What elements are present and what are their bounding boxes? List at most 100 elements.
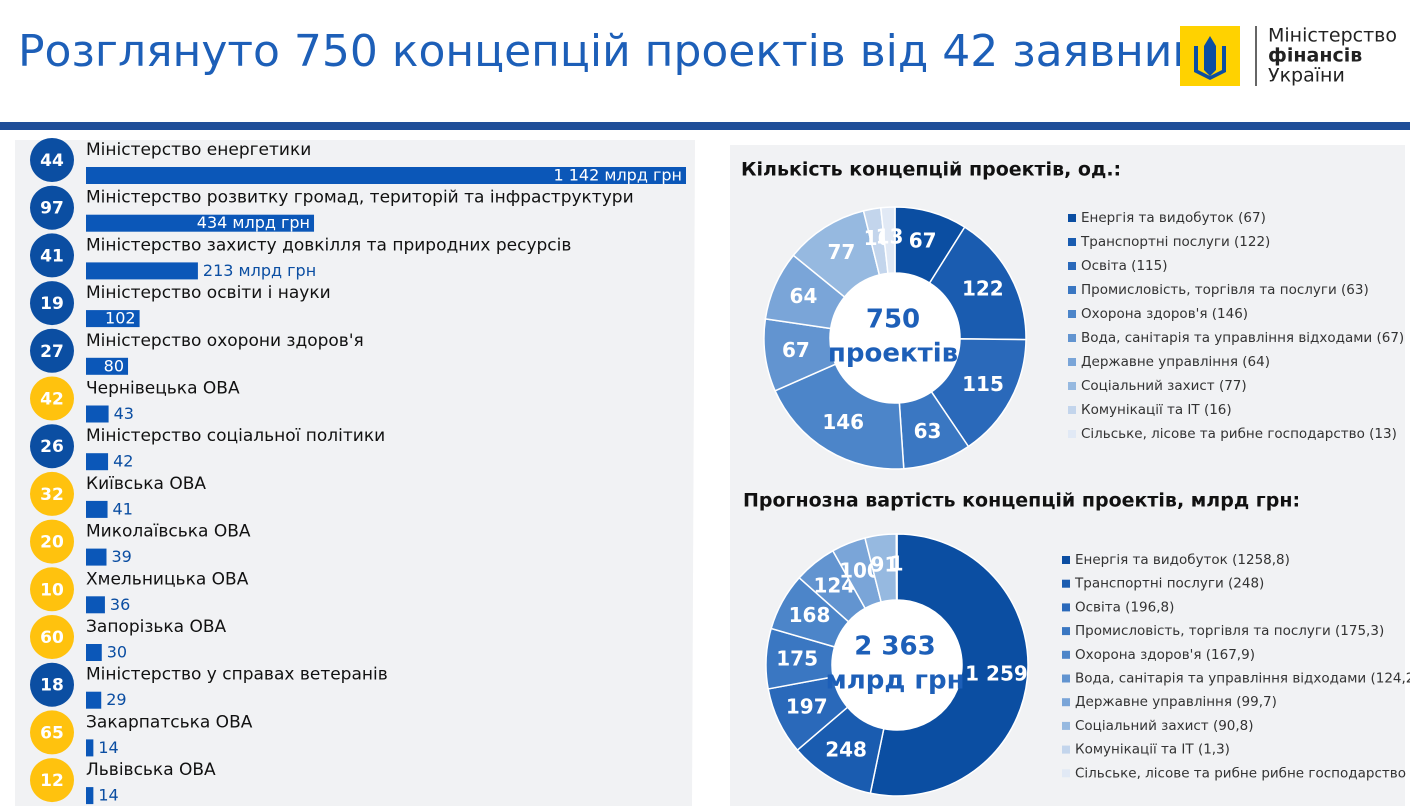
count-badge — [30, 424, 74, 469]
applicant-name: Запорізька ОВА — [86, 617, 227, 637]
count-badge — [30, 281, 74, 326]
legend-swatch — [1068, 406, 1076, 414]
value-label: 1 142 млрд грн — [553, 166, 682, 185]
legend-label: Енергія та видобуток (67) — [1081, 210, 1266, 226]
legend-swatch — [1062, 769, 1070, 778]
logo-text: України — [1268, 65, 1345, 87]
applicant-name: Міністерство охорони здоров'я — [86, 331, 364, 351]
slice-label: 146 — [822, 410, 864, 434]
legend-label: Комунікації та ІТ (1,3) — [1075, 742, 1230, 758]
slice-label: 67 — [909, 228, 937, 252]
chart-title: Кількість концепцій проектів, од.: — [741, 159, 1121, 181]
count-label: 27 — [40, 342, 64, 362]
applicant-name: Міністерство енергетики — [86, 140, 311, 160]
count-label: 65 — [40, 723, 64, 743]
legend-label: Сільське, лісове та рибне рибне господар… — [1075, 765, 1410, 781]
bar — [86, 644, 102, 661]
applicant-name: Міністерство розвитку громад, територій … — [86, 188, 634, 208]
header-rule — [0, 122, 1410, 130]
legend-swatch — [1068, 382, 1076, 390]
legend-swatch — [1068, 286, 1076, 294]
count-badge — [30, 376, 74, 421]
count-badge — [30, 519, 74, 564]
applicant-name: Київська ОВА — [86, 474, 206, 494]
count-label: 19 — [40, 294, 64, 314]
legend-label: Соціальний захист (77) — [1081, 378, 1247, 394]
applicant-name: Міністерство у справах ветеранів — [86, 665, 388, 685]
center-label: 750 — [866, 305, 920, 335]
count-badge — [30, 710, 74, 755]
applicant-name: Міністерство освіти і науки — [86, 283, 331, 303]
count-badge — [30, 185, 74, 230]
count-badge — [30, 233, 74, 278]
legend-swatch — [1068, 238, 1076, 246]
count-label: 44 — [40, 151, 64, 171]
legend-label: Промисловість, торгівля та послуги (63) — [1081, 282, 1369, 298]
legend-label: Освіта (115) — [1081, 258, 1167, 274]
bar — [86, 214, 315, 232]
count-label: 97 — [40, 199, 64, 219]
legend-swatch — [1062, 579, 1070, 588]
slice-label: 122 — [962, 277, 1004, 301]
legend-swatch — [1062, 698, 1070, 707]
value-label: 434 млрд грн — [197, 213, 310, 232]
legend-label: Освіта (196,8) — [1075, 599, 1174, 615]
count-badge — [30, 615, 74, 659]
count-label: 12 — [40, 771, 64, 791]
value-label: 29 — [106, 690, 126, 709]
value-label: 14 — [98, 786, 118, 805]
count-badge — [30, 138, 74, 182]
count-badge — [30, 758, 74, 803]
legend-swatch — [1062, 603, 1070, 612]
value-label: 39 — [111, 547, 131, 566]
legend-label: Транспортні послуги (248) — [1074, 576, 1264, 592]
applicant-name: Міністерство захисту довкілля та природн… — [86, 235, 571, 255]
applicant-name: Львівська ОВА — [86, 760, 216, 780]
count-label: 60 — [40, 628, 64, 648]
legend-label: Державне управління (64) — [1081, 354, 1270, 370]
bar — [86, 787, 94, 805]
legend-swatch — [1068, 214, 1076, 222]
bar — [86, 310, 140, 328]
count-badge — [30, 567, 74, 612]
count-label: 26 — [40, 437, 64, 457]
value-label: 30 — [107, 643, 127, 662]
count-label: 10 — [40, 580, 64, 600]
left-panel — [15, 140, 695, 806]
slice-label: 67 — [782, 338, 810, 362]
applicant-name: Миколаївська ОВА — [86, 522, 251, 542]
legend-swatch — [1062, 674, 1070, 683]
slice-label: 168 — [789, 603, 831, 627]
applicant-name: Міністерство соціальної політики — [86, 426, 385, 446]
slice-label: 13 — [876, 225, 904, 249]
legend-swatch — [1062, 650, 1070, 659]
bar — [86, 691, 102, 709]
legend-label: Державне управління (99,7) — [1075, 694, 1277, 710]
center-label: млрд грн — [825, 666, 964, 696]
bar — [86, 167, 686, 184]
legend-label: Комунікації та ІТ (16) — [1081, 402, 1232, 418]
legend-swatch — [1062, 721, 1070, 730]
slice-label: 63 — [914, 419, 942, 443]
chart-title: Прогнозна вартість концепцій проектів, м… — [743, 490, 1300, 512]
legend-label: Вода, санітарія та управління відходами … — [1075, 671, 1410, 687]
bar — [86, 739, 94, 757]
bar — [86, 262, 198, 280]
legend-label: Транспортні послуги (122) — [1080, 234, 1270, 250]
bar — [86, 596, 105, 614]
logo-trident — [1194, 36, 1226, 80]
value-label: 41 — [113, 499, 133, 518]
legend-swatch — [1068, 262, 1076, 270]
slice-label: 115 — [962, 372, 1004, 396]
donut-hole — [830, 273, 960, 403]
donut-hole — [832, 600, 962, 730]
center-label: проектів — [828, 339, 958, 369]
slice-label: 64 — [790, 284, 818, 308]
count-label: 20 — [40, 533, 64, 553]
slice-label: 248 — [825, 738, 867, 762]
legend-label: Охорона здоров'я (167,9) — [1075, 647, 1255, 663]
logo-text: фінансів — [1268, 45, 1362, 67]
count-badge — [30, 328, 74, 373]
count-label: 41 — [40, 246, 64, 266]
applicant-name: Хмельницька ОВА — [86, 569, 249, 589]
